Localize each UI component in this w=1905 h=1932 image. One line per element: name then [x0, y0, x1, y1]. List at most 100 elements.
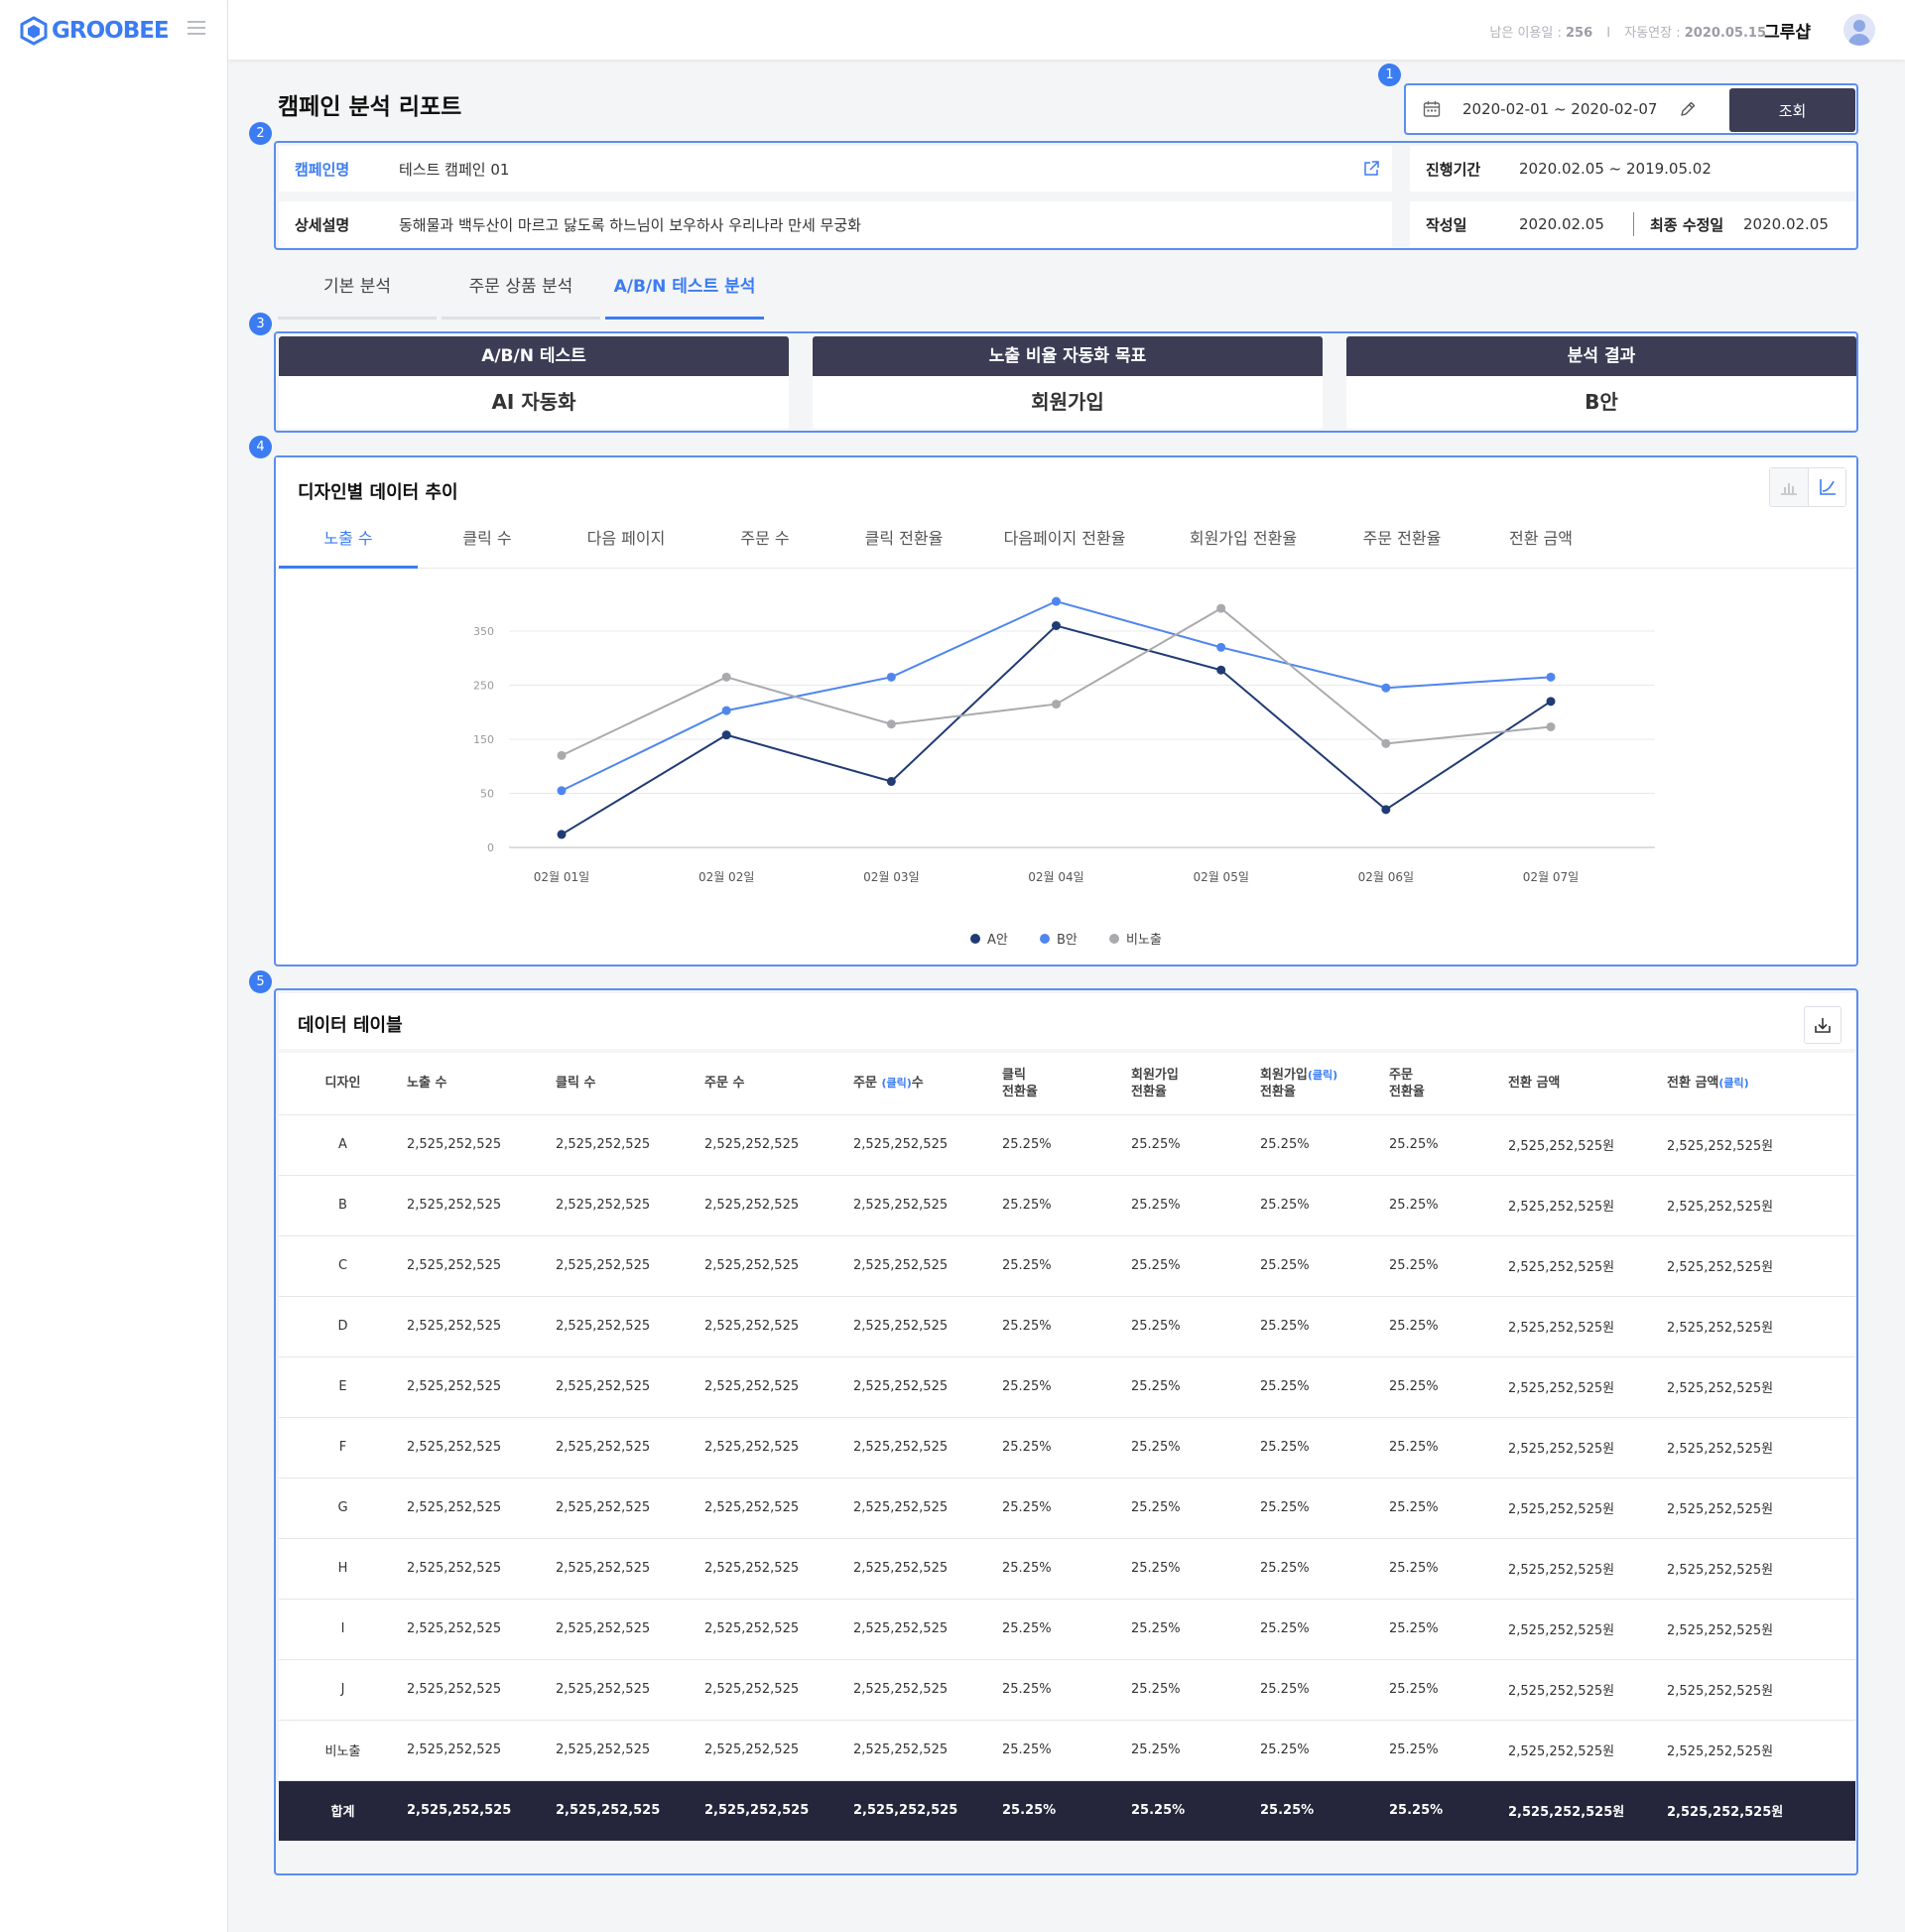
hamburger-menu-icon[interactable]	[188, 21, 205, 36]
line-chart-icon	[1819, 479, 1836, 495]
col-header-click-rate[interactable]: 클릭 전환율	[1002, 1053, 1131, 1115]
table-cell: D	[279, 1296, 407, 1357]
col-header-conversion-amount[interactable]: 전환 금액	[1508, 1053, 1667, 1115]
col-header-orders[interactable]: 주문 수	[704, 1053, 853, 1115]
tab-abn-test-analysis[interactable]: A/B/N 테스트 분석	[605, 268, 764, 320]
metric-tab-impressions[interactable]: 노출 수	[279, 517, 418, 569]
remaining-days-label: 남은 이용일 :	[1489, 26, 1562, 41]
metric-tab-next-page[interactable]: 다음 페이지	[586, 529, 666, 548]
tab-order-product-analysis[interactable]: 주문 상품 분석	[442, 268, 600, 320]
table-cell: 2,525,252,525	[556, 1296, 704, 1357]
table-cell: 2,525,252,525원	[1508, 1659, 1667, 1721]
table-cell: 25.25%	[1131, 1235, 1260, 1297]
search-button[interactable]: 조회	[1729, 88, 1855, 132]
table-cell: 2,525,252,525원	[1667, 1538, 1855, 1600]
table-cell: 25.25%	[1260, 1478, 1389, 1539]
table-cell: 2,525,252,525	[704, 1659, 853, 1721]
data-point	[1052, 621, 1061, 631]
col-header-clicks[interactable]: 클릭 수	[556, 1053, 704, 1115]
data-point	[721, 730, 731, 740]
external-link-icon[interactable]	[1362, 160, 1380, 178]
table-row: C 2,525,252,525 2,525,252,525 2,525,252,525…	[279, 1235, 1855, 1297]
table-cell: 25.25%	[1002, 1538, 1131, 1600]
table-cell: 2,525,252,525원	[1508, 1538, 1667, 1600]
legend-marker	[1109, 934, 1119, 944]
data-point	[1052, 700, 1061, 709]
col-header-signup-click-rate[interactable]: 회원가입(클릭) 전환율	[1260, 1053, 1389, 1115]
table-cell: 2,525,252,525	[853, 1720, 1002, 1781]
table-row: D 2,525,252,525 2,525,252,525 2,525,252,525…	[279, 1296, 1855, 1357]
table-cell: 2,525,252,525	[556, 1659, 704, 1721]
data-point	[557, 830, 567, 839]
col-header-order-rate[interactable]: 주문 전환율	[1389, 1053, 1508, 1115]
table-cell: 25.25%	[1260, 1538, 1389, 1600]
table-cell: 25.25%	[1260, 1599, 1389, 1660]
data-point	[721, 672, 731, 682]
col-header-signup-rate[interactable]: 회원가입 전환율	[1131, 1053, 1260, 1115]
table-cell: 2,525,252,525	[853, 1296, 1002, 1357]
metric-tab-next-page-rate[interactable]: 다음페이지 전환율	[1003, 529, 1126, 548]
table-cell: 2,525,252,525	[853, 1659, 1002, 1721]
divider	[1633, 212, 1634, 236]
pencil-icon[interactable]	[1679, 100, 1697, 118]
annotation-marker: 4	[249, 436, 272, 458]
line-chart-button[interactable]	[1808, 468, 1845, 506]
logo-hexagon-icon	[20, 16, 48, 46]
table-cell: 2,525,252,525원	[1508, 1417, 1667, 1479]
legend-label: B안	[1057, 933, 1078, 948]
table-cell: 25.25%	[1131, 1538, 1260, 1600]
table-cell: 2,525,252,525원	[1667, 1114, 1855, 1176]
ab-test-title: A/B/N 테스트	[279, 336, 789, 376]
bar-chart-button[interactable]	[1770, 468, 1808, 506]
download-button[interactable]	[1804, 1006, 1842, 1044]
table-cell: 25.25%	[1389, 1720, 1508, 1781]
modified-label: 최종 수정일	[1650, 215, 1724, 234]
table-cell: E	[279, 1356, 407, 1418]
header-separator: I	[1606, 26, 1611, 41]
table-cell: 2,525,252,525	[556, 1356, 704, 1418]
table-cell: 25.25%	[1389, 1538, 1508, 1600]
sidebar: GROOBEE	[0, 0, 228, 1932]
table-cell: H	[279, 1538, 407, 1600]
table-cell: 2,525,252,525원	[1667, 1478, 1855, 1539]
col-header-click-orders[interactable]: 주문 (클릭)수	[853, 1053, 1002, 1115]
annotation-marker: 2	[249, 122, 272, 145]
logo[interactable]: GROOBEE	[20, 16, 170, 46]
data-table: 디자인 노출 수 클릭 수 주문 수 주문 (클릭)수 클릭 전환율 회원가입 전환…	[279, 1053, 1855, 1841]
table-cell: 2,525,252,525	[704, 1599, 853, 1660]
metric-tab-signup-rate[interactable]: 회원가입 전환율	[1189, 529, 1298, 548]
table-cell: 25.25%	[1002, 1175, 1131, 1236]
avatar[interactable]	[1843, 14, 1875, 46]
remaining-days-value: 256	[1565, 26, 1593, 41]
table-cell: 25.25%	[1002, 1478, 1131, 1539]
x-tick-label: 02월 06일	[1358, 870, 1414, 884]
shop-name[interactable]: 그루샵	[1764, 23, 1811, 43]
table-cell: 2,525,252,525원	[1667, 1296, 1855, 1357]
metric-tab-orders[interactable]: 주문 수	[740, 529, 790, 548]
metric-tabs: 노출 수 클릭 수 다음 페이지 주문 수 클릭 전환율 다음페이지 전환율 회…	[279, 517, 1855, 569]
table-cell: 2,525,252,525	[407, 1356, 556, 1418]
date-range-input[interactable]: 2020-02-01 ~ 2020-02-07	[1409, 88, 1713, 130]
campaign-name-value: 테스트 캠페인 01	[399, 160, 510, 179]
table-cell: 25.25%	[1131, 1356, 1260, 1418]
data-point	[886, 672, 896, 682]
table-cell: 2,525,252,525	[704, 1538, 853, 1600]
metric-tab-order-rate[interactable]: 주문 전환율	[1362, 529, 1442, 548]
col-header-design[interactable]: 디자인	[279, 1053, 407, 1115]
tab-basic-analysis[interactable]: 기본 분석	[278, 268, 437, 320]
metric-tab-clicks[interactable]: 클릭 수	[462, 529, 512, 548]
table-cell: 2,525,252,525원	[1667, 1417, 1855, 1479]
col-header-impressions[interactable]: 노출 수	[407, 1053, 556, 1115]
metric-tab-conversion-amount[interactable]: 전환 금액	[1509, 529, 1573, 548]
legend-marker	[1040, 934, 1050, 944]
top-header: 남은 이용일 : 256 I 자동연장 : 2020.05.15 그루샵	[228, 0, 1905, 60]
table-cell: 25.25%	[1389, 1175, 1508, 1236]
table-header-row: 디자인 노출 수 클릭 수 주문 수 주문 (클릭)수 클릭 전환율 회원가입 전환…	[279, 1053, 1855, 1115]
table-cell: 25.25%	[1260, 1114, 1389, 1176]
data-point	[557, 750, 567, 760]
col-header-click-conversion-amount[interactable]: 전환 금액(클릭)	[1667, 1053, 1855, 1115]
table-cell: 2,525,252,525원	[1667, 1780, 1855, 1841]
metric-tab-click-rate[interactable]: 클릭 전환율	[864, 529, 944, 548]
table-cell: 25.25%	[1389, 1356, 1508, 1418]
table-cell: 2,525,252,525원	[1508, 1175, 1667, 1236]
